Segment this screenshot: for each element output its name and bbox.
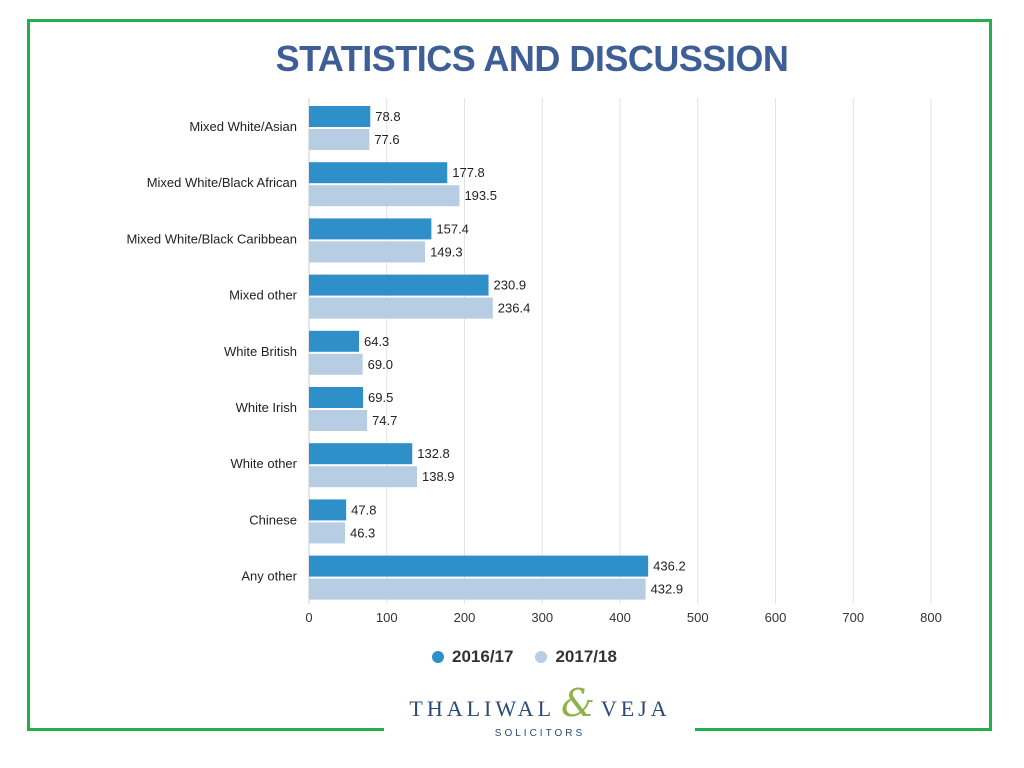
bar-2017: [309, 129, 370, 150]
bar-2017: [309, 297, 493, 319]
data-label: 69.0: [368, 357, 393, 372]
legend-label-2017: 2017/18: [555, 647, 617, 666]
legend-swatch-2017: [535, 651, 548, 663]
bar-2017: [309, 241, 426, 263]
bar-2017: [309, 410, 368, 431]
x-tick-label: 700: [842, 610, 864, 625]
legend-item-2016: 2016/17: [432, 647, 513, 667]
data-label: 64.3: [364, 334, 389, 349]
data-label: 77.6: [374, 132, 399, 147]
data-label: 132.8: [417, 446, 450, 461]
slide-title: STATISTICS AND DISCUSSION: [275, 38, 789, 79]
bar-2016: [309, 218, 432, 240]
category-label: Mixed White/Black African: [147, 175, 297, 190]
x-tick-label: 300: [531, 610, 553, 625]
bar-2016: [309, 162, 448, 184]
bar-2016: [309, 106, 371, 127]
data-label: 436.2: [653, 559, 686, 574]
category-label: Mixed White/Asian: [189, 119, 297, 134]
x-tick-label: 800: [920, 610, 942, 625]
category-label: White Irish: [236, 400, 297, 415]
bar-2016: [309, 499, 347, 521]
bar-2017: [309, 522, 345, 544]
data-label: 432.9: [651, 582, 684, 597]
x-tick-label: 600: [765, 610, 787, 625]
bar-2016: [309, 274, 489, 296]
data-label: 230.9: [494, 278, 527, 293]
chart-legend: 2016/17 2017/18: [432, 647, 639, 667]
data-label: 149.3: [430, 244, 463, 259]
bar-2016: [309, 330, 359, 352]
category-label: Chinese: [249, 512, 297, 527]
x-tick-label: 100: [376, 610, 398, 625]
logo-name-left: THALIWAL: [409, 696, 556, 721]
x-tick-label: 400: [609, 610, 631, 625]
logo-subtitle: SOLICITORS: [494, 728, 586, 739]
bar-2017: [309, 185, 460, 207]
data-label: 74.7: [372, 413, 397, 428]
slide-frame: [27, 19, 992, 729]
category-label: Mixed White/Black Caribbean: [126, 231, 297, 246]
logo-wordmark: THALIWAL & VEJA: [390, 684, 690, 728]
bar-2017: [309, 353, 363, 375]
x-tick-label: 0: [305, 610, 312, 625]
data-label: 138.9: [422, 469, 455, 484]
data-label: 193.5: [464, 188, 497, 203]
data-label: 236.4: [498, 301, 531, 316]
legend-swatch-2016: [432, 651, 444, 663]
category-label: Any other: [241, 569, 297, 584]
bar-2017: [309, 466, 417, 488]
bar-2016: [309, 387, 364, 408]
logo-ampersand: &: [561, 681, 595, 725]
frame-bottom-left-line: [27, 728, 384, 731]
data-label: 47.8: [351, 502, 376, 517]
company-logo: THALIWAL & VEJA SOLICITORS: [390, 684, 690, 739]
frame-bottom-right-line: [695, 728, 992, 731]
logo-name-right: VEJA: [600, 696, 671, 721]
data-label: 177.8: [452, 165, 485, 180]
bar-2016: [309, 443, 413, 465]
x-tick-label: 500: [687, 610, 709, 625]
legend-label-2016: 2016/17: [452, 647, 514, 666]
bar-2017: [309, 578, 646, 600]
bar-2016: [309, 555, 649, 577]
data-label: 46.3: [350, 525, 375, 540]
category-label: White other: [231, 456, 298, 471]
data-label: 69.5: [368, 390, 393, 405]
category-label: Mixed other: [229, 288, 298, 303]
category-label: White British: [224, 344, 297, 359]
legend-item-2017: 2017/18: [535, 647, 617, 667]
data-label: 157.4: [436, 221, 469, 236]
x-tick-label: 200: [454, 610, 476, 625]
data-label: 78.8: [375, 109, 400, 124]
